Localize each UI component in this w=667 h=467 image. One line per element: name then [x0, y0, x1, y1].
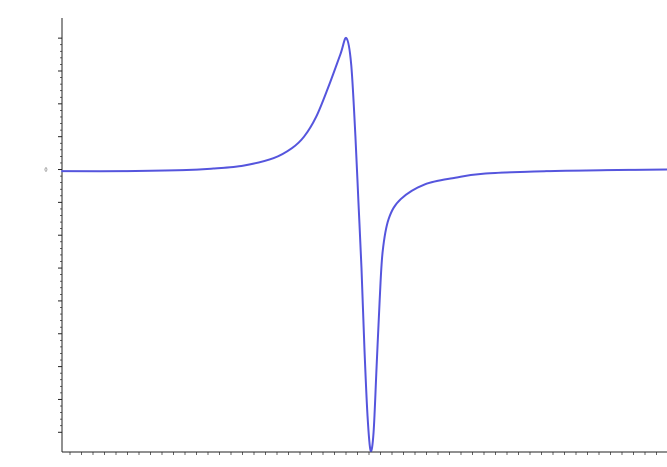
series-line: [61, 37, 667, 452]
y-tick-label: 0: [44, 168, 47, 174]
series: [61, 37, 667, 452]
y-ticks: 0: [44, 37, 62, 433]
axes: [61, 18, 667, 453]
x-ticks: [69, 452, 657, 455]
